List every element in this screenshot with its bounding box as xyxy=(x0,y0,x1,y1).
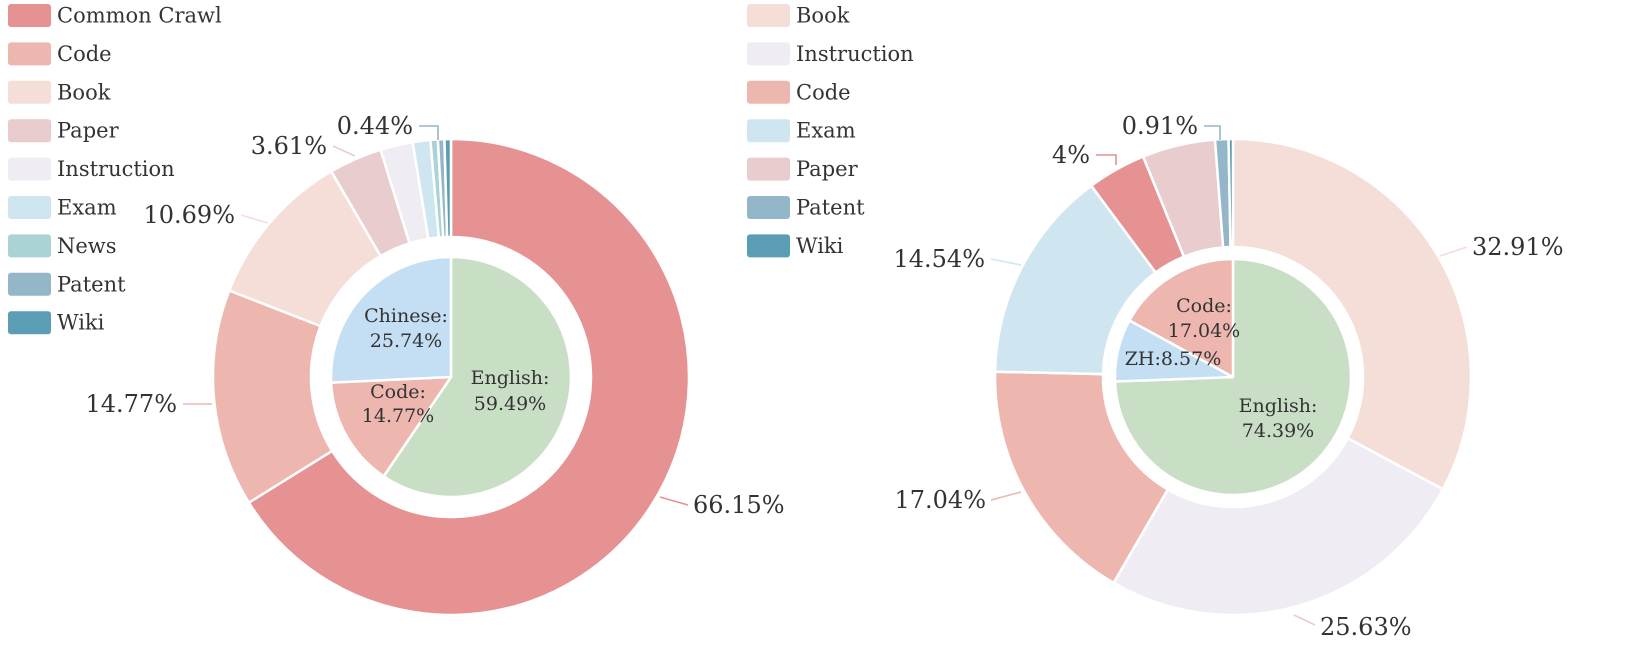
outer-label-instruction: 25.63% xyxy=(1320,613,1412,641)
inner-label-english: English: 74.39% xyxy=(1239,395,1318,442)
legend-label-news: News xyxy=(57,234,117,258)
legend-label-instruction: Instruction xyxy=(796,42,914,66)
leader-line-exam xyxy=(990,258,1022,266)
legend-swatch-instruction xyxy=(8,157,51,181)
inner-slice-chinese[interactable] xyxy=(329,255,453,384)
legend-swatch-exam xyxy=(8,196,51,219)
donut-chart-right: Book Instruction Code Exam Paper Patent Wiki 32… xyxy=(747,4,1564,641)
legend-item-paper[interactable]: Paper xyxy=(8,119,120,143)
legend-item-instruction[interactable]: Instruction xyxy=(8,157,175,181)
outer-slice-wiki[interactable] xyxy=(443,137,453,239)
donut-chart-left: Common Crawl Code Book Paper Instruction Exam… xyxy=(8,4,785,617)
outer-label-code: 17.04% xyxy=(894,486,986,514)
legend-swatch-common-crawl xyxy=(8,4,51,27)
inner-slice-code[interactable] xyxy=(329,375,453,478)
legend-label-code: Code xyxy=(796,80,851,104)
inner-label-zh: ZH:8.57% xyxy=(1125,348,1222,370)
outer-slice-instruction[interactable] xyxy=(1112,437,1445,617)
legend-label-wiki: Wiki xyxy=(57,311,105,335)
legend-item-exam[interactable]: Exam xyxy=(8,196,117,220)
legend-swatch-patent xyxy=(747,196,790,219)
legend-item-wiki[interactable]: Wiki xyxy=(8,311,105,335)
legend-swatch-patent xyxy=(8,272,51,296)
inner-label-chinese: Chinese: 25.74% xyxy=(364,305,448,352)
legend-item-exam[interactable]: Exam xyxy=(747,119,856,143)
legend-swatch-code xyxy=(8,42,51,66)
leader-line-code xyxy=(990,491,1022,501)
leader-line-patent xyxy=(1204,125,1221,140)
legend-swatch-wiki xyxy=(8,311,51,335)
legend-label-patent: Patent xyxy=(796,196,865,220)
outer-label-book: 32.91% xyxy=(1472,233,1564,261)
outer-slice-book[interactable] xyxy=(1231,137,1473,491)
legend-label-patent: Patent xyxy=(57,272,126,296)
legend-swatch-instruction xyxy=(747,42,790,66)
legend-item-code[interactable]: Code xyxy=(8,42,112,66)
outer-label-exam: 14.54% xyxy=(893,245,985,273)
leader-line-common-crawl xyxy=(1096,154,1117,165)
legend-swatch-book xyxy=(8,80,51,104)
legend-item-code[interactable]: Code xyxy=(747,80,851,104)
legend-swatch-book xyxy=(747,4,790,27)
outer-label-patent: 0.91% xyxy=(1122,112,1198,140)
legend-item-wiki[interactable]: Wiki xyxy=(747,234,844,258)
legend-item-instruction[interactable]: Instruction xyxy=(747,42,914,66)
outer-slice-code[interactable] xyxy=(993,370,1170,585)
leader-line-book xyxy=(240,214,269,224)
inner-slice-english[interactable] xyxy=(382,255,573,499)
legend-item-paper[interactable]: Paper xyxy=(747,157,859,181)
legend-item-patent[interactable]: Patent xyxy=(747,196,865,220)
legend-label-instruction: Instruction xyxy=(57,157,175,181)
inner-label-code: Code: 14.77% xyxy=(362,381,434,427)
inner-label-code: Code: 17.04% xyxy=(1168,295,1240,342)
inner-slice-code[interactable] xyxy=(1128,257,1235,379)
outer-label-book: 10.69% xyxy=(143,201,235,229)
legend-swatch-wiki xyxy=(747,234,790,258)
legend-item-patent[interactable]: Patent xyxy=(8,272,126,296)
leader-line-common-crawl xyxy=(659,496,689,506)
outer-label-common-crawl: 4% xyxy=(1052,141,1090,169)
legend-label-paper: Paper xyxy=(57,119,120,143)
outer-slice-wiki[interactable] xyxy=(1227,137,1235,249)
legend-item-book[interactable]: Book xyxy=(747,4,850,28)
legend-label-common-crawl: Common Crawl xyxy=(57,4,222,28)
legend-label-book: Book xyxy=(796,4,850,28)
legend-item-common-crawl[interactable]: Common Crawl xyxy=(8,4,222,28)
outer-label-paper: 3.61% xyxy=(251,132,327,160)
legend-swatch-paper xyxy=(747,157,790,181)
outer-label-common-crawl: 66.15% xyxy=(693,491,785,519)
inner-label-english: English: 59.49% xyxy=(471,367,550,415)
outer-label-patent: 0.44% xyxy=(337,112,413,140)
legend-swatch-paper xyxy=(8,119,51,143)
legend-swatch-news xyxy=(8,234,51,258)
legend-swatch-code xyxy=(747,80,790,104)
legend-item-book[interactable]: Book xyxy=(8,80,111,104)
legend-swatch-exam xyxy=(747,119,790,143)
leader-line-patent xyxy=(419,125,439,140)
legend-label-code: Code xyxy=(57,42,112,66)
legend-label-paper: Paper xyxy=(796,157,859,181)
outer-label-code: 14.77% xyxy=(85,390,177,418)
outer-slice-common-crawl[interactable] xyxy=(247,137,691,617)
leader-line-paper xyxy=(332,145,356,157)
legend-label-exam: Exam xyxy=(796,119,856,143)
leader-line-instruction xyxy=(1293,614,1316,626)
legend-label-book: Book xyxy=(57,80,111,104)
legend-label-exam: Exam xyxy=(57,196,117,220)
legend-item-news[interactable]: News xyxy=(8,234,117,258)
leader-line-book xyxy=(1439,246,1468,257)
legend-label-wiki: Wiki xyxy=(796,234,844,258)
